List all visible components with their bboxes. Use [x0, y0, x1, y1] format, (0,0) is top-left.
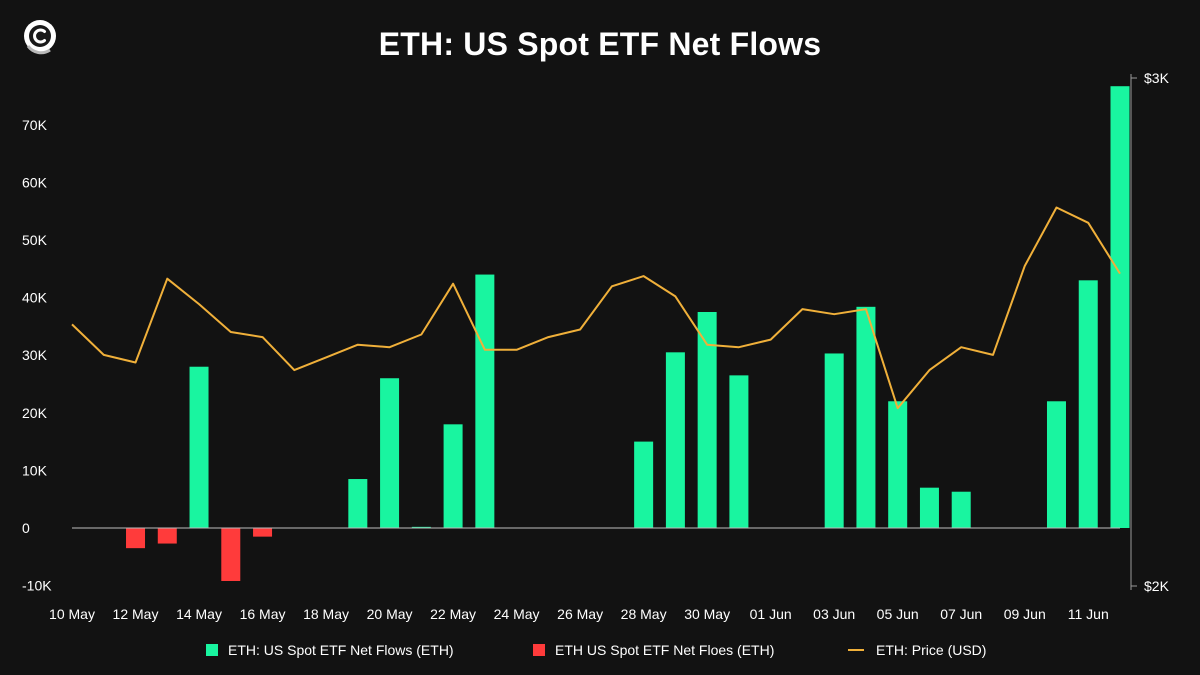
bars-layer [126, 86, 1130, 581]
outflow-bar [157, 528, 177, 544]
inflow-bar [1078, 280, 1098, 528]
inflow-bar [634, 441, 654, 528]
x-tick-label: 11 Jun [1068, 606, 1109, 622]
y-tick-label: 50K [22, 232, 48, 248]
inflow-bar [411, 526, 431, 528]
y-tick-label: 20K [22, 405, 48, 421]
x-tick-label: 10 May [49, 606, 95, 622]
inflow-bar [856, 306, 876, 528]
x-tick-label: 16 May [240, 606, 286, 622]
inflow-bar [1110, 86, 1130, 528]
inflow-bar [665, 352, 685, 528]
y-tick-label: -10K [22, 578, 52, 594]
x-tick-label: 26 May [557, 606, 603, 622]
x-tick-label: 28 May [621, 606, 667, 622]
logo-c-icon [24, 20, 56, 55]
outflow-bar [253, 528, 273, 537]
y-tick-label: 60K [22, 174, 48, 190]
price-line [71, 206, 1121, 410]
inflow-bar [475, 274, 495, 528]
x-tick-label: 30 May [684, 606, 730, 622]
legend: ETH: US Spot ETF Net Flows (ETH) ETH US S… [206, 642, 986, 658]
x-tick-label: 20 May [367, 606, 413, 622]
y2-tick-label: $3K [1144, 70, 1170, 86]
x-tick-label: 22 May [430, 606, 476, 622]
legend-label: ETH: Price (USD) [876, 642, 986, 658]
inflow-bar [888, 401, 908, 528]
axis-layer: -10K 0 10K 20K 30K 40K 50K 60K 70K $2K $3K 10 May 12… [22, 70, 1170, 622]
inflow-bar [729, 375, 749, 528]
outflow-bar [126, 528, 146, 549]
y-tick-label: 10K [22, 462, 48, 478]
legend-label: ETH: US Spot ETF Net Flows (ETH) [228, 642, 454, 658]
y-tick-label: 0 [22, 520, 30, 536]
x-tick-label: 18 May [303, 606, 349, 622]
x-tick-label: 24 May [494, 606, 540, 622]
y-tick-label: 30K [22, 347, 48, 363]
legend-swatch [533, 644, 545, 656]
inflow-bar [919, 487, 939, 528]
x-tick-label: 09 Jun [1004, 606, 1046, 622]
price-line-layer [71, 206, 1121, 410]
inflow-bar [824, 353, 844, 528]
x-tick-label: 03 Jun [813, 606, 855, 622]
chart-title: ETH: US Spot ETF Net Flows [378, 26, 822, 62]
x-tick-label: 07 Jun [940, 606, 982, 622]
legend-label: ETH US Spot ETF Net Floes (ETH) [555, 642, 774, 658]
inflow-bar [380, 378, 400, 528]
inflow-bar [189, 366, 209, 528]
x-tick-label: 01 Jun [750, 606, 792, 622]
y2-tick-label: $2K [1144, 578, 1170, 594]
y-tick-label: 70K [22, 117, 48, 133]
inflow-bar [443, 424, 463, 528]
inflow-bar [348, 479, 368, 528]
inflow-bar [1046, 401, 1066, 528]
outflow-bar [221, 528, 241, 581]
x-tick-label: 12 May [113, 606, 159, 622]
inflow-bar [697, 312, 717, 528]
inflow-bar [951, 491, 971, 528]
y-tick-label: 40K [22, 290, 48, 306]
legend-swatch [206, 644, 218, 656]
x-tick-label: 14 May [176, 606, 222, 622]
x-tick-label: 05 Jun [877, 606, 919, 622]
